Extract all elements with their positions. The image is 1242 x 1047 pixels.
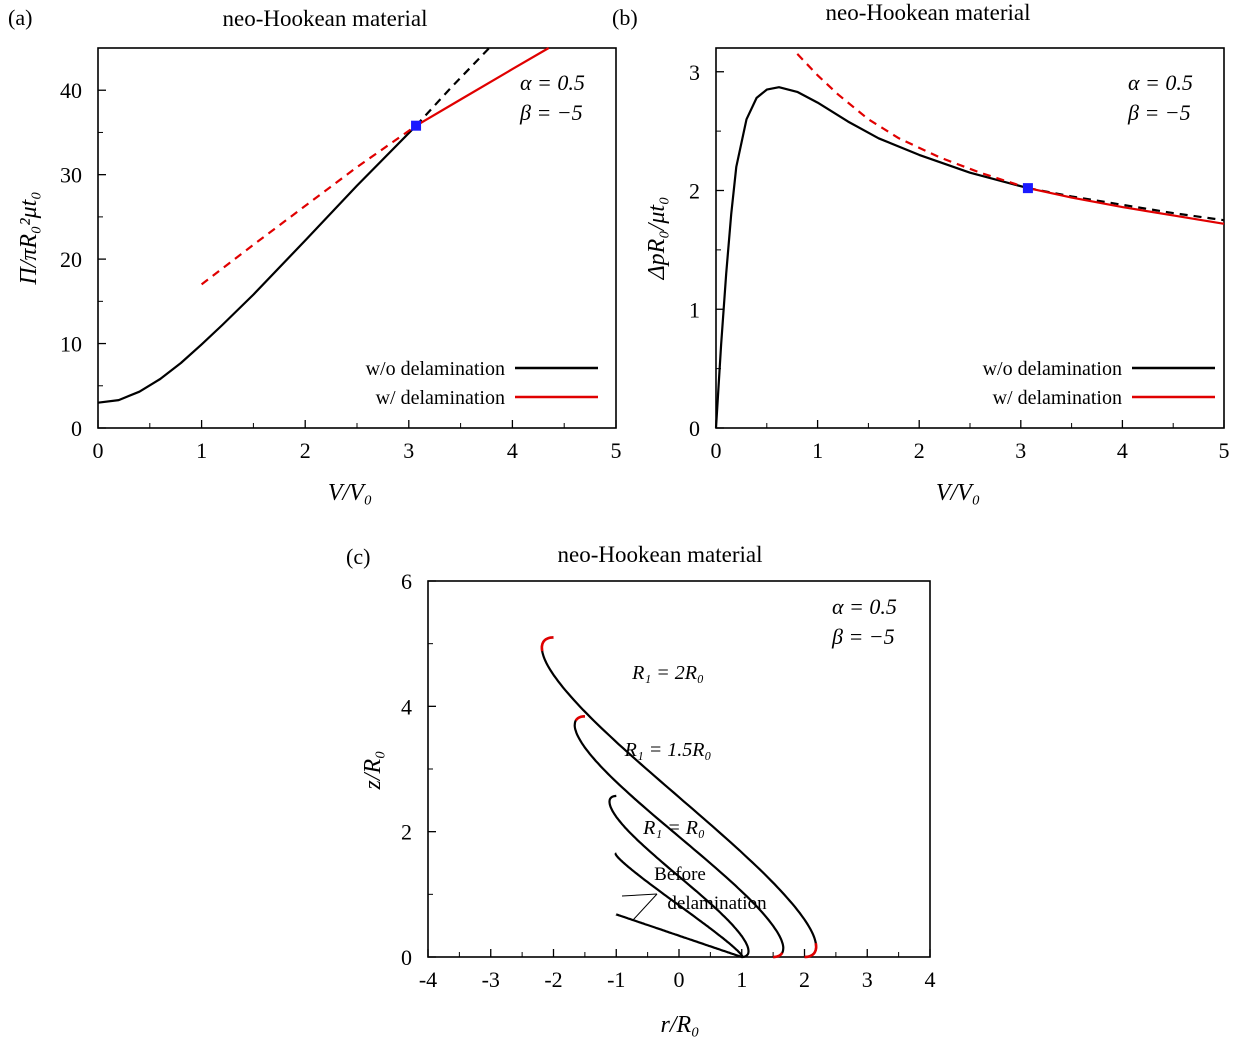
- before-pointer-1: [621, 893, 658, 897]
- panel-b: (b) neo-Hookean material 0 1 2 3 4 5 0 1 2 3 α = …: [612, 0, 1230, 506]
- delaminated-segment-right: [804, 943, 818, 959]
- panel-a-param-beta: β = −5: [519, 100, 583, 125]
- without-delamination-curve: [97, 124, 417, 404]
- x-tick-label: -3: [482, 967, 500, 992]
- delaminated-segment-left: [574, 715, 585, 722]
- x-tick-label: 2: [799, 967, 810, 992]
- panel-b-param-beta: β = −5: [1127, 100, 1191, 125]
- panel-b-label: (b): [612, 5, 638, 30]
- bubble-profile: [540, 636, 818, 959]
- y-tick-label: 20: [60, 247, 82, 272]
- panel-c-label: (c): [346, 544, 370, 569]
- without-delamination-dashed-curve: [415, 44, 493, 127]
- panel-b-ylabel: ΔpR₀/μt₀: [644, 197, 670, 281]
- x-tick-label: 0: [711, 438, 722, 463]
- profile-label-r1-2r0: R₁ = 2R₀: [631, 662, 704, 684]
- panel-a-legend-without: w/o delamination: [366, 358, 505, 380]
- delaminated-segment-right: [773, 952, 784, 959]
- panel-c-param-alpha: α = 0.5: [832, 594, 897, 619]
- y-tick-label: 1: [689, 297, 700, 322]
- bubble-profile: [608, 794, 750, 959]
- y-tick-label: 40: [60, 78, 82, 103]
- x-tick-label: 1: [812, 438, 823, 463]
- panel-c-xlabel: r/R₀: [660, 1012, 699, 1038]
- panel-b-param-alpha: α = 0.5: [1128, 70, 1193, 95]
- x-tick-label: 2: [300, 438, 311, 463]
- panel-c: (c) neo-Hookean material -4 -3 -2 -1 0 1 2 3 4 0 2…: [346, 542, 936, 1038]
- profile-label-r1-1-5r0: R₁ = 1.5R₀: [624, 739, 712, 761]
- x-tick-label: 3: [1015, 438, 1026, 463]
- x-tick-label: 5: [611, 438, 622, 463]
- x-tick-label: 1: [736, 967, 747, 992]
- with-delamination-dashed-curve: [200, 124, 417, 286]
- profile-label-r1-r0: R₁ = R₀: [642, 817, 705, 839]
- panel-a-label: (a): [8, 5, 32, 30]
- before-label-line2: delamination: [667, 893, 767, 914]
- panel-a: (a) neo-Hookean material 0 1 2 3 4 5 0 10 20 30 40…: [8, 5, 622, 506]
- bubble-profile: [614, 852, 744, 959]
- panel-c-title: neo-Hookean material: [558, 542, 763, 567]
- panel-c-ticks: -4 -3 -2 -1 0 1 2 3 4 0 2 4 6: [401, 569, 936, 992]
- x-tick-label: 4: [925, 967, 936, 992]
- without-delamination-dashed-curve: [1027, 187, 1225, 222]
- x-tick-label: -2: [544, 967, 562, 992]
- delaminated-segment-left: [540, 636, 554, 652]
- panel-b-xlabel: V/V₀: [936, 480, 980, 506]
- bubble-profile: [615, 913, 743, 959]
- panel-a-legend-with: w/ delamination: [376, 387, 505, 409]
- panel-b-title: neo-Hookean material: [826, 0, 1031, 25]
- panel-c-ylabel: z/R₀: [360, 750, 386, 790]
- panel-a-param-alpha: α = 0.5: [520, 70, 585, 95]
- y-tick-label: 0: [71, 416, 82, 441]
- transition-marker: [1022, 183, 1033, 194]
- x-tick-label: -4: [419, 967, 437, 992]
- y-tick-label: 0: [401, 945, 412, 970]
- y-tick-label: 2: [689, 179, 700, 204]
- panel-a-title: neo-Hookean material: [223, 6, 428, 31]
- with-delamination-curve: [415, 47, 550, 127]
- panel-a-curves: [97, 44, 550, 404]
- transition-marker: [411, 120, 422, 131]
- y-tick-label: 3: [689, 60, 700, 85]
- panel-b-legend-with: w/ delamination: [993, 387, 1122, 409]
- panel-c-curves: [540, 636, 818, 959]
- panel-c-param-beta: β = −5: [831, 624, 895, 649]
- x-tick-label: 5: [1219, 438, 1230, 463]
- panel-b-ticks: 0 1 2 3 4 5 0 1 2 3: [689, 60, 1230, 463]
- bubble-profile: [573, 715, 785, 959]
- without-delamination-curve: [714, 86, 1029, 429]
- panel-a-ticks: 0 1 2 3 4 5 0 10 20 30 40: [60, 78, 622, 463]
- x-tick-label: 1: [196, 438, 207, 463]
- y-tick-label: 0: [689, 416, 700, 441]
- x-tick-label: 2: [914, 438, 925, 463]
- x-tick-label: 4: [507, 438, 518, 463]
- panel-b-legend-without: w/o delamination: [983, 358, 1122, 380]
- panel-a-xlabel: V/V₀: [328, 480, 372, 506]
- y-tick-label: 30: [60, 163, 82, 188]
- y-tick-label: 2: [401, 820, 412, 845]
- x-tick-label: 3: [862, 967, 873, 992]
- with-delamination-dashed-curve: [796, 53, 1029, 190]
- panel-b-curves: [714, 53, 1225, 429]
- x-tick-label: 3: [403, 438, 414, 463]
- y-tick-label: 4: [401, 694, 412, 719]
- y-tick-label: 6: [401, 569, 412, 594]
- with-delamination-curve: [1027, 187, 1225, 225]
- panel-a-ylabel: Π/πR₀²μt₀: [16, 191, 42, 285]
- y-tick-label: 10: [60, 332, 82, 357]
- before-pointer-2: [632, 893, 658, 921]
- x-tick-label: -1: [607, 967, 625, 992]
- x-tick-label: 0: [93, 438, 104, 463]
- x-tick-label: 4: [1117, 438, 1128, 463]
- before-label-line1: Before: [654, 864, 706, 885]
- x-tick-label: 0: [674, 967, 685, 992]
